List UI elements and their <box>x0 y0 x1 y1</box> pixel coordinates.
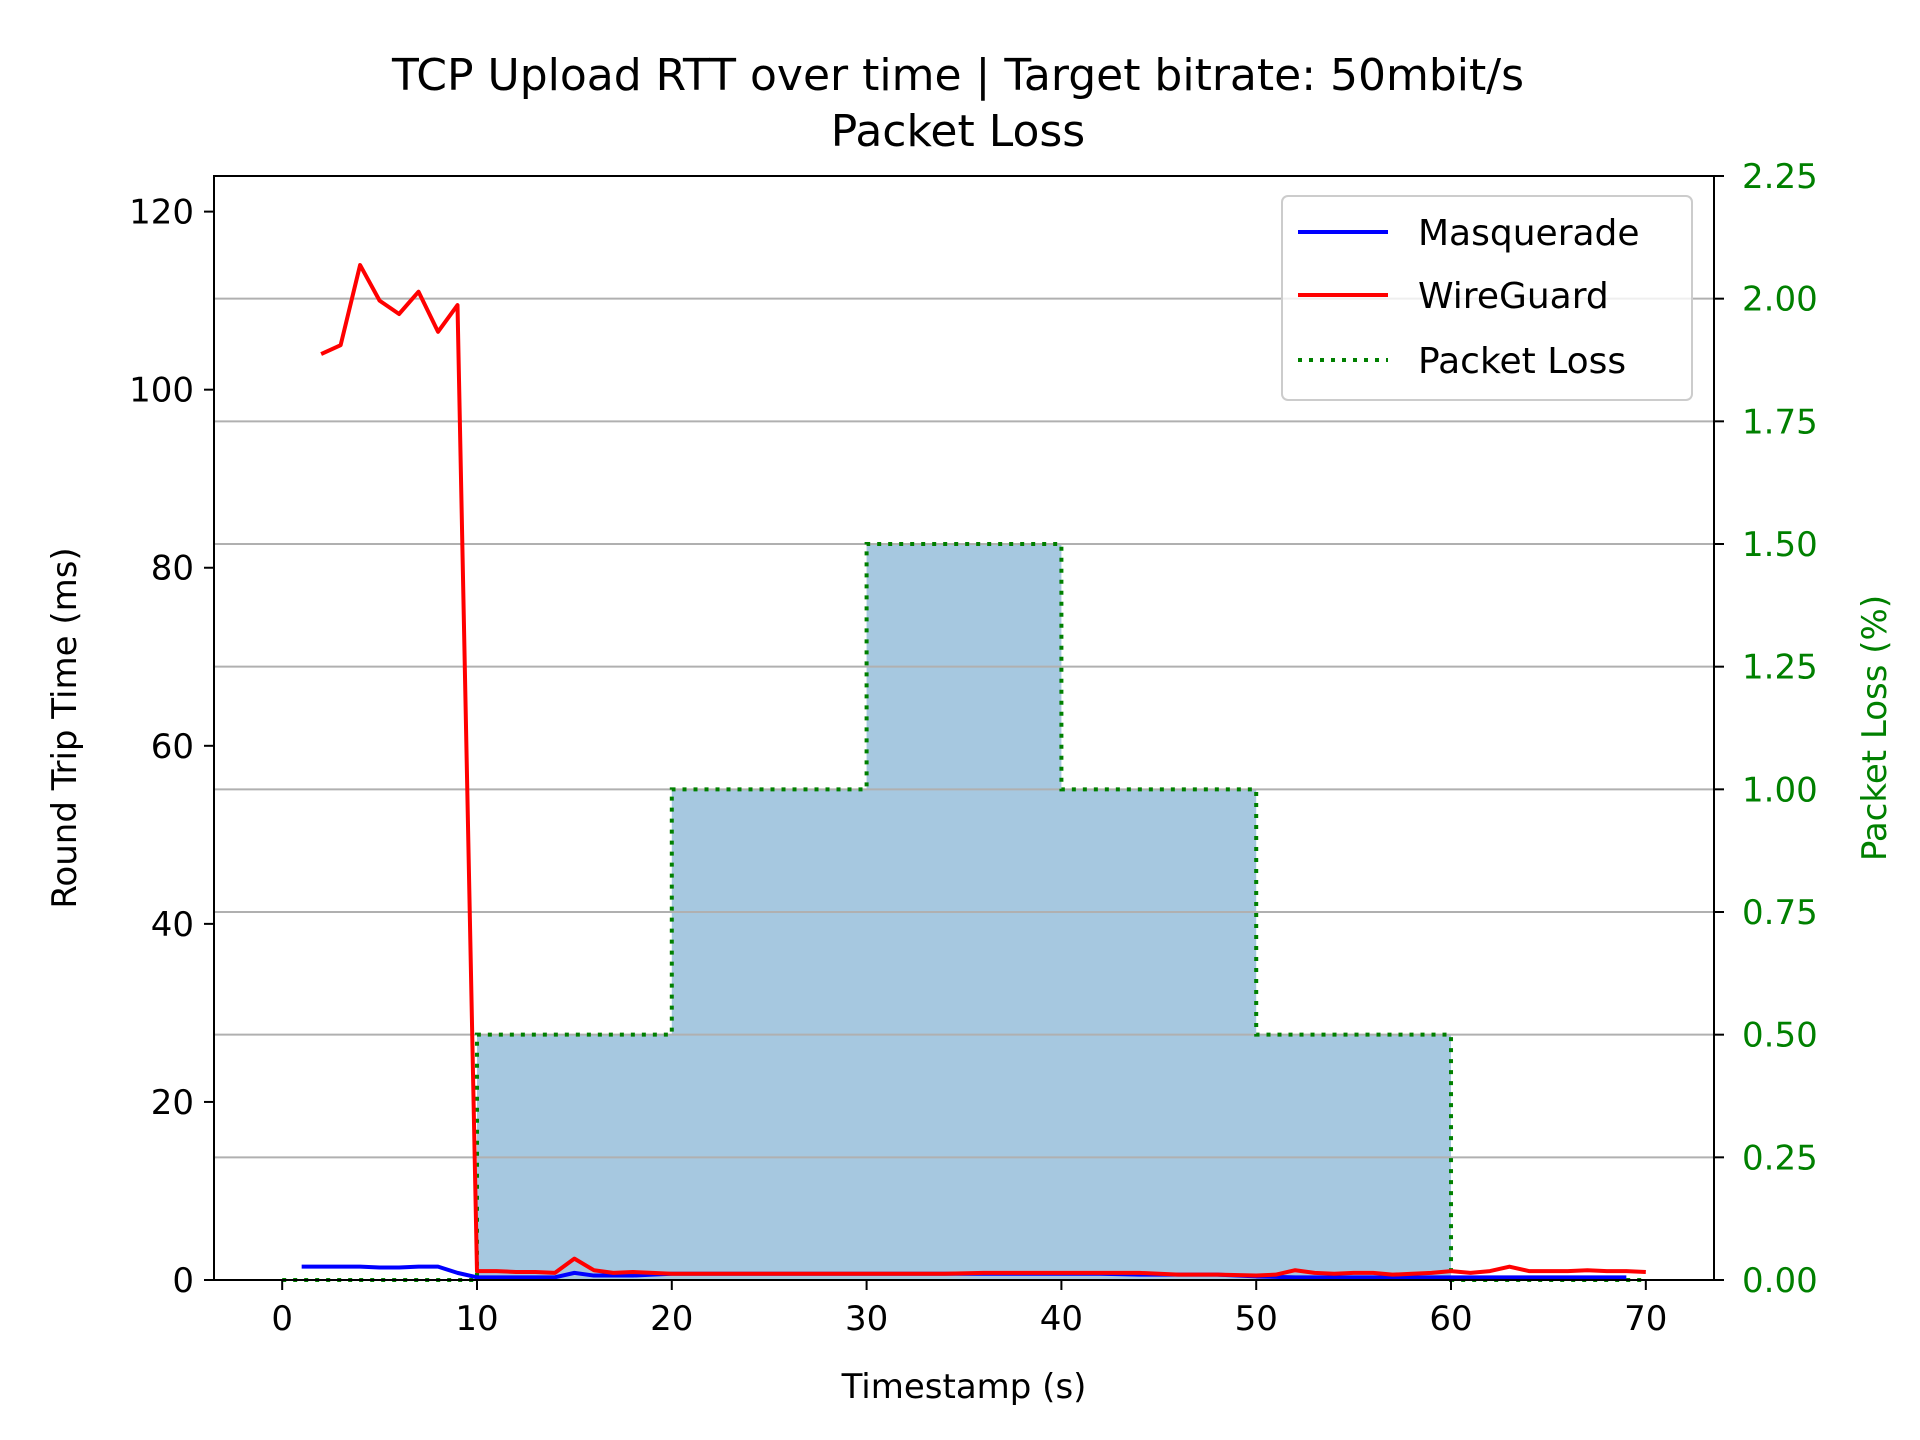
y2-tick-label: 1.00 <box>1742 770 1818 810</box>
legend-wireguard-label: WireGuard <box>1418 276 1609 317</box>
wireguard-line <box>320 263 1646 1278</box>
y-tick-label: 20 <box>151 1083 194 1123</box>
y2-tick-label: 0.50 <box>1742 1016 1818 1056</box>
x-tick-label: 10 <box>455 1299 498 1339</box>
y2-tick-label: 2.00 <box>1742 280 1818 320</box>
y-tick-label: 60 <box>151 727 194 767</box>
right-y-axis-label: Packet Loss (%) <box>1855 595 1895 861</box>
y-tick-label: 120 <box>129 193 194 233</box>
x-axis-ticks: 0 10 20 30 40 50 60 70 <box>271 1280 1667 1339</box>
x-tick-label: 70 <box>1624 1299 1667 1339</box>
y2-tick-label: 0.00 <box>1742 1261 1818 1301</box>
x-tick-label: 30 <box>845 1299 888 1339</box>
right-y-axis-ticks: 0.00 0.25 0.50 0.75 1.00 1.25 1.50 1.75 2.00 2.25 <box>1714 157 1818 1301</box>
legend-packet-loss-label: Packet Loss <box>1418 341 1626 382</box>
chart-title: TCP Upload RTT over time | Target bitrat… <box>391 50 1524 101</box>
plot-frame <box>213 175 1715 1281</box>
legend-box <box>1281 195 1693 401</box>
legend-masquerade-label: Masquerade <box>1418 213 1640 254</box>
y2-tick-label: 0.25 <box>1742 1138 1818 1178</box>
y-tick-label: 0 <box>172 1261 194 1301</box>
y2-tick-label: 1.75 <box>1742 402 1818 442</box>
y2-tick-label: 2.25 <box>1742 157 1818 197</box>
y-tick-label: 40 <box>151 905 194 945</box>
y2-tick-label: 1.25 <box>1742 648 1818 688</box>
x-axis-label: Timestamp (s) <box>841 1367 1087 1407</box>
left-y-axis-ticks: 0 20 40 60 80 100 120 <box>129 193 214 1301</box>
x-tick-label: 50 <box>1235 1299 1278 1339</box>
left-y-axis-label: Round Trip Time (ms) <box>45 547 85 908</box>
legend: Masquerade WireGuard Packet Loss <box>1281 195 1693 401</box>
y2-tick-label: 0.75 <box>1742 893 1818 933</box>
x-tick-label: 40 <box>1040 1299 1083 1339</box>
x-tick-label: 0 <box>271 1299 293 1339</box>
chart-subtitle: Packet Loss <box>831 106 1085 157</box>
x-tick-label: 20 <box>650 1299 693 1339</box>
y2-tick-label: 1.50 <box>1742 525 1818 565</box>
y-tick-label: 100 <box>129 371 194 411</box>
grid-lines <box>214 297 1714 1159</box>
y-tick-label: 80 <box>151 549 194 589</box>
x-tick-label: 60 <box>1429 1299 1472 1339</box>
rtt-series <box>301 263 1646 1280</box>
